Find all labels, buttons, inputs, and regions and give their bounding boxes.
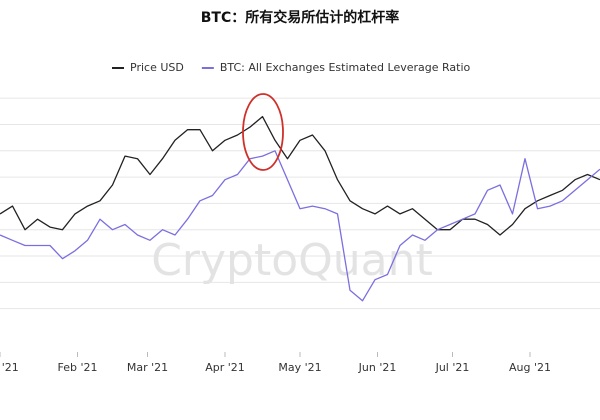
chart-title: BTC：所有交易所估计的杠杆率	[201, 9, 400, 26]
x-tick-label: Mar '21	[127, 361, 168, 374]
grid: Jan '21 Feb '21 Mar '21 Apr '21 May '21 Jun '…	[0, 97, 600, 374]
x-tick-label: Jun '21	[358, 361, 397, 374]
legend-label: Price USD	[130, 61, 184, 74]
series-line	[0, 150, 600, 302]
watermark: CryptoQuant	[151, 235, 433, 286]
series-line	[0, 115, 600, 236]
plot	[0, 115, 600, 302]
x-tick-label: May '21	[278, 361, 321, 374]
x-tick-label: Feb '21	[58, 361, 98, 374]
highlight-circle	[242, 93, 284, 171]
legend: Price USD BTC: All Exchanges Estimated Le…	[112, 61, 471, 74]
x-tick-label: Apr '21	[205, 361, 245, 374]
legend-label: BTC: All Exchanges Estimated Leverage Ra…	[220, 61, 471, 74]
x-tick-label: Jan '21	[0, 361, 19, 374]
x-tick-label: Aug '21	[509, 361, 551, 374]
x-tick-label: Jul '21	[435, 361, 470, 374]
